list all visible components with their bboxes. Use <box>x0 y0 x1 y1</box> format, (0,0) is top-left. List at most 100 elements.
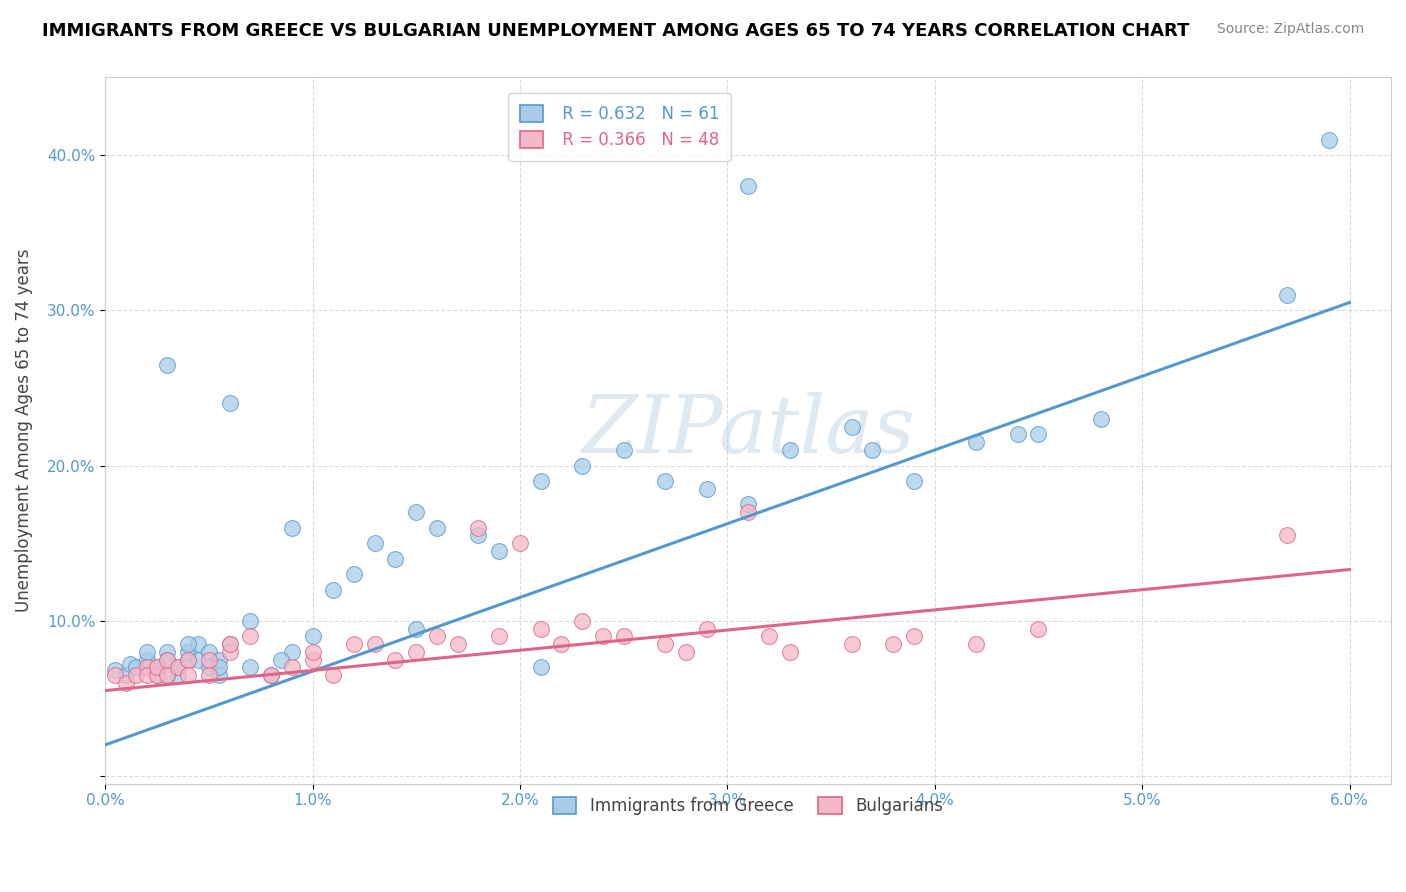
Point <box>675 645 697 659</box>
Legend: Immigrants from Greece, Bulgarians: Immigrants from Greece, Bulgarians <box>543 787 953 825</box>
Point <box>779 442 801 457</box>
Point <box>270 652 292 666</box>
Point <box>239 629 262 643</box>
Point <box>198 652 221 666</box>
Point <box>135 652 157 666</box>
Point <box>384 652 406 666</box>
Point <box>208 652 231 666</box>
Point <box>467 528 489 542</box>
Point <box>281 660 304 674</box>
Point <box>779 645 801 659</box>
Point <box>301 652 323 666</box>
Point <box>364 536 387 550</box>
Point <box>146 668 169 682</box>
Point <box>571 614 593 628</box>
Point <box>550 637 572 651</box>
Point <box>426 520 449 534</box>
Point <box>104 664 127 678</box>
Point <box>737 497 759 511</box>
Point <box>447 637 470 651</box>
Point <box>166 660 188 674</box>
Point <box>758 629 780 643</box>
Point <box>177 645 200 659</box>
Point <box>965 637 987 651</box>
Text: IMMIGRANTS FROM GREECE VS BULGARIAN UNEMPLOYMENT AMONG AGES 65 TO 74 YEARS CORRE: IMMIGRANTS FROM GREECE VS BULGARIAN UNEM… <box>42 22 1189 40</box>
Point <box>467 520 489 534</box>
Point <box>1090 412 1112 426</box>
Point <box>1028 427 1050 442</box>
Point <box>488 544 510 558</box>
Point <box>696 482 718 496</box>
Point <box>156 645 179 659</box>
Point <box>737 179 759 194</box>
Point <box>343 637 366 651</box>
Point <box>613 629 636 643</box>
Point <box>198 668 221 682</box>
Point <box>218 637 240 651</box>
Point <box>156 668 179 682</box>
Text: ZIPatlas: ZIPatlas <box>581 392 915 469</box>
Point <box>177 668 200 682</box>
Point <box>737 505 759 519</box>
Point <box>208 660 231 674</box>
Point <box>135 668 157 682</box>
Point <box>156 668 179 682</box>
Point <box>322 582 344 597</box>
Point <box>862 442 884 457</box>
Point <box>239 614 262 628</box>
Point <box>882 637 904 651</box>
Point <box>166 668 188 682</box>
Point <box>156 358 179 372</box>
Point <box>530 622 553 636</box>
Point <box>135 645 157 659</box>
Point <box>654 474 676 488</box>
Point <box>198 645 221 659</box>
Point <box>218 637 240 651</box>
Point <box>301 629 323 643</box>
Point <box>343 567 366 582</box>
Point <box>903 474 925 488</box>
Point <box>281 520 304 534</box>
Point <box>156 652 179 666</box>
Point <box>405 505 427 519</box>
Point <box>903 629 925 643</box>
Point <box>281 645 304 659</box>
Point <box>260 668 283 682</box>
Point <box>187 652 209 666</box>
Point <box>384 551 406 566</box>
Point <box>1277 287 1299 301</box>
Point <box>166 660 188 674</box>
Point <box>177 637 200 651</box>
Point <box>146 668 169 682</box>
Point <box>177 652 200 666</box>
Point <box>146 660 169 674</box>
Text: Source: ZipAtlas.com: Source: ZipAtlas.com <box>1216 22 1364 37</box>
Point <box>530 660 553 674</box>
Point <box>125 660 148 674</box>
Point <box>488 629 510 643</box>
Point <box>218 396 240 410</box>
Point <box>965 435 987 450</box>
Point <box>177 652 200 666</box>
Point <box>405 622 427 636</box>
Point <box>364 637 387 651</box>
Point <box>156 652 179 666</box>
Point <box>571 458 593 473</box>
Point <box>405 645 427 659</box>
Point <box>146 660 169 674</box>
Point <box>509 536 531 550</box>
Point <box>135 660 157 674</box>
Point <box>613 442 636 457</box>
Point <box>260 668 283 682</box>
Point <box>115 676 138 690</box>
Point <box>426 629 449 643</box>
Point <box>146 660 169 674</box>
Point <box>592 629 614 643</box>
Point <box>841 637 863 651</box>
Point <box>187 637 209 651</box>
Point <box>208 668 231 682</box>
Point <box>218 645 240 659</box>
Point <box>1007 427 1029 442</box>
Point <box>1277 528 1299 542</box>
Point <box>198 660 221 674</box>
